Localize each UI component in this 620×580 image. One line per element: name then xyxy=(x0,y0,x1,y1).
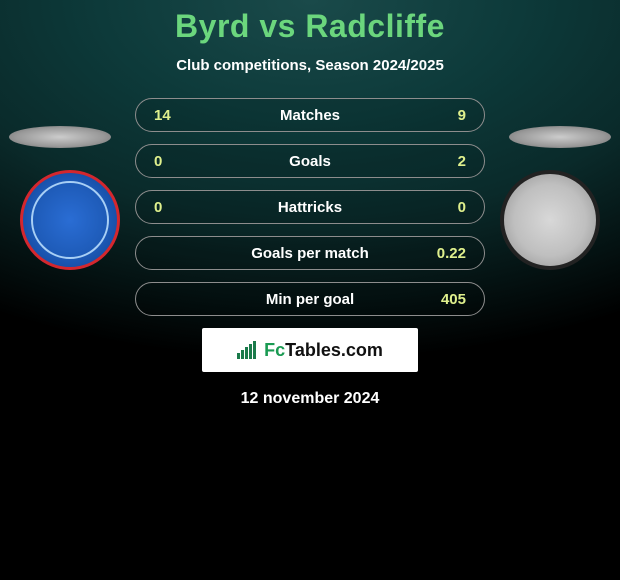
stats-table: 14 Matches 9 0 Goals 2 0 Hattricks 0 Goa… xyxy=(135,98,485,316)
stat-label: Goals per match xyxy=(251,245,369,262)
stat-row: Min per goal 405 xyxy=(135,282,485,316)
stat-label: Goals xyxy=(289,153,331,170)
bar-chart-icon xyxy=(237,341,256,359)
stat-right-value: 2 xyxy=(426,153,466,170)
brand-prefix: Fc xyxy=(264,340,285,360)
infographic-container: Byrd vs Radcliffe Club competitions, Sea… xyxy=(0,0,620,580)
stat-right-value: 405 xyxy=(426,291,466,308)
stat-left-value: 0 xyxy=(154,153,194,170)
stat-label: Matches xyxy=(280,107,340,124)
stat-row: 0 Goals 2 xyxy=(135,144,485,178)
subtitle: Club competitions, Season 2024/2025 xyxy=(0,57,620,74)
stat-row: 14 Matches 9 xyxy=(135,98,485,132)
brand-logo: FcTables.com xyxy=(202,328,418,372)
stat-right-value: 0.22 xyxy=(426,245,466,262)
stat-left-value: 0 xyxy=(154,199,194,216)
brand-suffix: Tables.com xyxy=(285,340,383,360)
stat-row: 0 Hattricks 0 xyxy=(135,190,485,224)
stat-label: Min per goal xyxy=(266,291,354,308)
brand-text: FcTables.com xyxy=(264,340,383,361)
date-label: 12 november 2024 xyxy=(0,390,620,408)
stat-left-value: 14 xyxy=(154,107,194,124)
stat-row: Goals per match 0.22 xyxy=(135,236,485,270)
page-title: Byrd vs Radcliffe xyxy=(0,0,620,45)
player-silhouette-right xyxy=(509,126,611,148)
stat-right-value: 0 xyxy=(426,199,466,216)
club-badge-left xyxy=(20,170,120,270)
player-silhouette-left xyxy=(9,126,111,148)
stat-label: Hattricks xyxy=(278,199,342,216)
stat-right-value: 9 xyxy=(426,107,466,124)
club-badge-right xyxy=(500,170,600,270)
